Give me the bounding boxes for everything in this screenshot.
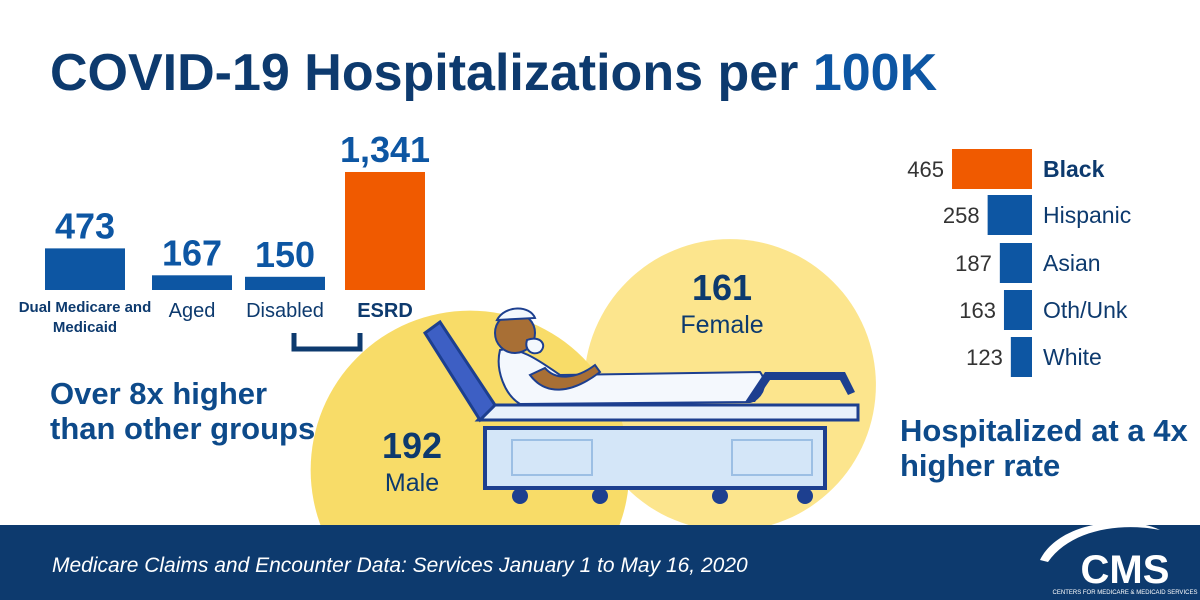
bar [345,171,425,290]
bed-illustration [483,426,827,490]
bar-value: 465 [907,157,944,182]
category-label: Asian [1043,250,1101,276]
category-label: Black [1043,156,1105,182]
logo: CMS [1081,548,1170,592]
bar-value: 258 [943,203,980,228]
bed-illustration [495,307,537,322]
bed-wheel [797,488,813,504]
bed-illustration [474,403,860,422]
bar [1003,290,1032,330]
bar [245,276,325,290]
title: COVID-19 Hospitalizations per 100K [50,44,938,102]
bed-wheel [512,488,528,504]
bed-illustration [1040,522,1160,562]
bar-value: 163 [959,298,996,323]
bed-illustration [525,337,545,355]
annotation: Hospitalized at a 4x higher rate [900,413,1188,484]
bar-value: 473 [55,205,115,246]
bed-wheel [592,488,608,504]
title-emphasis: 100K [813,44,938,102]
bracket [291,333,363,352]
bubble-value: 161 [692,267,752,308]
bubble-value: 192 [382,425,442,466]
bed-illustration [511,439,813,476]
bar [999,243,1032,283]
bar [152,275,232,290]
bar-value: 123 [966,345,1003,370]
footer-banner [0,525,1200,600]
category-label: White [1043,344,1102,370]
bed-illustration [745,372,855,402]
bed-illustration [422,319,497,423]
bar [952,149,1032,189]
category-label: Dual Medicare and Medicaid [18,299,152,337]
title-main: COVID-19 Hospitalizations per [50,44,798,102]
bar-value: 187 [955,251,992,276]
bar-value: 1,341 [340,129,430,170]
bed-illustration [497,348,766,406]
bar-value: 150 [255,234,315,275]
category-label: Hispanic [1043,202,1131,228]
bubble-label: Male [385,469,439,497]
category-label: Disabled [246,300,324,322]
bar [987,195,1032,235]
bar-value: 167 [162,232,222,273]
bar [45,248,125,290]
bubble-label: Female [680,311,763,339]
annotation: Over 8x higher than other groups [50,376,316,447]
bed-illustration [528,363,602,391]
category-label: Aged [168,300,216,322]
bar [1010,337,1032,377]
category-label: ESRD [357,300,413,322]
category-label: Oth/Unk [1043,297,1128,323]
logo-subtitle: CENTERS FOR MEDICARE & MEDICAID SERVICES [1053,590,1198,596]
footer-text: Medicare Claims and Encounter Data: Serv… [52,554,748,577]
bed-wheel [712,488,728,504]
